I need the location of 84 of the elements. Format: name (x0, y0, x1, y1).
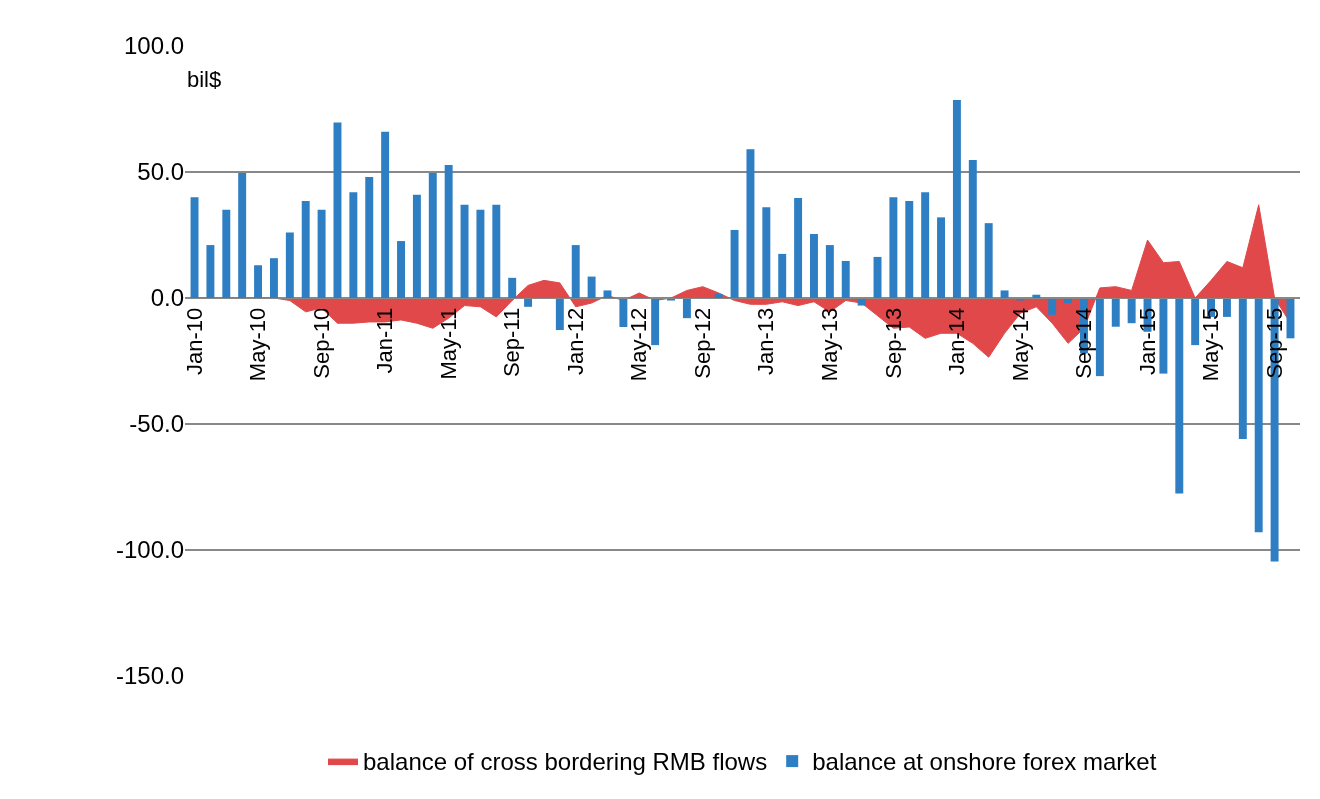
bar (254, 265, 263, 298)
bar (508, 277, 517, 298)
bar (555, 298, 564, 330)
bar (778, 253, 787, 298)
bar (1238, 298, 1247, 440)
y-tick-label: -50.0 (129, 410, 184, 438)
bar (587, 276, 596, 298)
bar (524, 298, 533, 307)
x-tick-label: May-15 (1198, 307, 1224, 382)
bar (762, 207, 771, 298)
bar (349, 192, 358, 298)
x-tick-label: May-14 (1007, 307, 1033, 382)
bar (1191, 298, 1200, 346)
x-tick-label: Jan-15 (1134, 307, 1160, 376)
bar (301, 200, 310, 298)
bar (810, 233, 818, 298)
bar (825, 245, 834, 298)
bar (571, 245, 580, 298)
x-tick-label: Sep-12 (689, 307, 715, 379)
y-axis-title: bil$ (187, 67, 222, 92)
x-tick-label: Sep-14 (1071, 307, 1097, 379)
bar (190, 197, 199, 298)
x-tick-label: Jan-13 (753, 307, 779, 376)
x-tick-label: May-13 (817, 307, 843, 382)
bar (412, 194, 421, 298)
bar (952, 99, 961, 298)
bar (682, 298, 691, 319)
y-tick-label: 100.0 (123, 32, 184, 60)
bar (746, 149, 755, 298)
x-tick-label: Sep-15 (1261, 307, 1287, 379)
x-tick-label: Jan-11 (372, 307, 398, 374)
bar (730, 229, 739, 298)
bar (794, 197, 803, 298)
bar (968, 159, 977, 298)
bar (238, 173, 247, 298)
bar (269, 258, 278, 298)
bar (428, 173, 437, 298)
bar (603, 290, 612, 298)
bar (1095, 298, 1104, 377)
bar (206, 245, 215, 298)
bar (984, 223, 993, 298)
x-tick-label: Sep-10 (308, 307, 334, 379)
x-tick-label: May-12 (626, 307, 652, 382)
bar (397, 241, 405, 298)
x-tick-label: Sep-11 (499, 307, 525, 378)
bar (365, 177, 374, 298)
y-tick-label: 0.0 (150, 284, 184, 312)
bar (1254, 298, 1263, 533)
bar (1111, 298, 1120, 327)
bar (1222, 298, 1231, 317)
y-tick-label: -100.0 (115, 536, 184, 564)
x-tick-label: May-11 (435, 307, 461, 380)
bar (317, 209, 326, 298)
bar (1000, 290, 1009, 298)
bar (460, 204, 469, 298)
bar (921, 192, 930, 298)
bar (1032, 294, 1041, 298)
legend-label: balance of cross bordering RMB flows (363, 748, 768, 776)
bar (651, 298, 660, 346)
legend-label: balance at onshore forex market (812, 748, 1157, 776)
bar (714, 293, 723, 298)
bar (889, 197, 898, 298)
bar (841, 260, 850, 298)
bar (444, 164, 453, 298)
bar (905, 200, 914, 298)
x-tick-label: May-10 (245, 307, 271, 382)
x-tick-label: Sep-13 (880, 307, 906, 379)
bar (222, 209, 231, 298)
x-tick-label: Jan-14 (944, 307, 970, 376)
bar (937, 217, 946, 298)
bar (1127, 298, 1136, 324)
x-tick-label: Jan-10 (181, 307, 207, 376)
bar (381, 131, 390, 298)
bar (476, 209, 485, 298)
bar (619, 298, 628, 327)
bar (1175, 298, 1184, 494)
bar (857, 298, 866, 306)
bar (1048, 298, 1057, 315)
bar (285, 232, 294, 298)
y-tick-label: 50.0 (137, 158, 184, 186)
y-tick-label: -150.0 (115, 662, 184, 690)
bar (492, 204, 501, 298)
bar (1159, 298, 1168, 374)
x-tick-label: Jan-12 (562, 307, 588, 376)
